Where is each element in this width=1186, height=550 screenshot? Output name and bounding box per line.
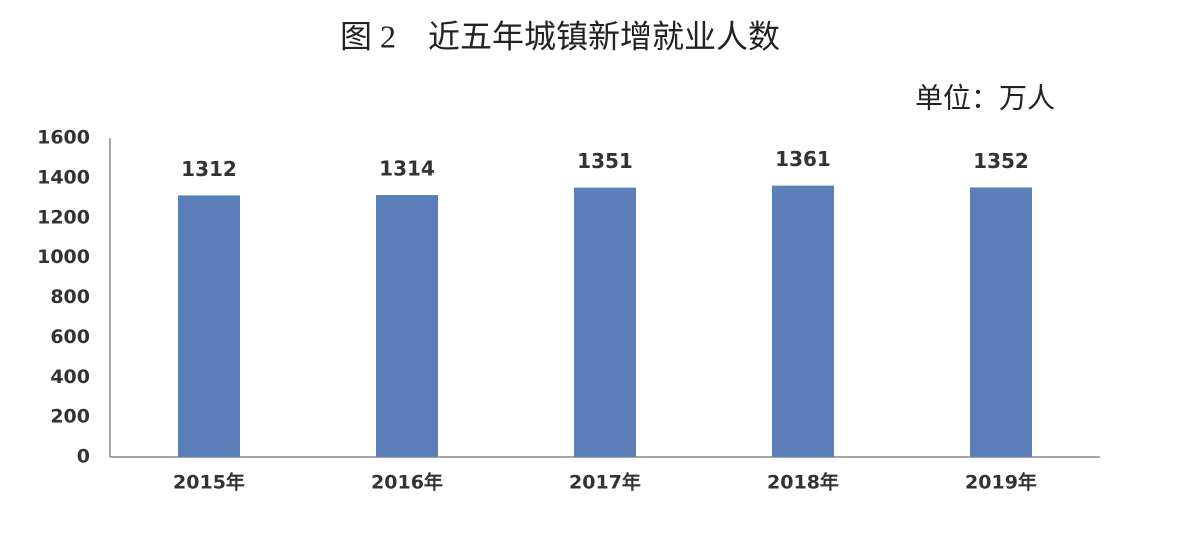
value-label: 1352 [973, 149, 1029, 173]
value-label: 1351 [577, 149, 633, 173]
value-label: 1361 [775, 147, 831, 171]
y-tick-label: 1400 [37, 166, 90, 188]
x-tick-label: 2015年 [173, 471, 245, 494]
value-label: 1312 [181, 157, 237, 181]
y-tick-label: 0 [77, 446, 90, 468]
y-tick-label: 1200 [37, 206, 90, 228]
bar [772, 185, 834, 457]
y-tick-label: 600 [50, 326, 90, 348]
y-tick-label: 1600 [37, 127, 90, 149]
y-tick-label: 800 [50, 286, 90, 308]
x-tick-label: 2018年 [767, 471, 839, 494]
chart-title: 图 2 近五年城镇新增就业人数 [340, 18, 780, 54]
x-tick-label: 2019年 [965, 471, 1037, 494]
y-tick-label: 1000 [37, 246, 90, 268]
y-tick-label: 400 [50, 366, 90, 388]
bar [970, 187, 1032, 457]
bar [178, 195, 240, 458]
x-tick-label: 2017年 [569, 471, 641, 494]
bar [376, 195, 438, 458]
x-tick-label: 2016年 [371, 471, 443, 494]
unit-label: 单位：万人 [915, 82, 1055, 114]
y-tick-label: 200 [50, 406, 90, 428]
value-label: 1314 [379, 157, 435, 181]
bar [574, 187, 636, 457]
